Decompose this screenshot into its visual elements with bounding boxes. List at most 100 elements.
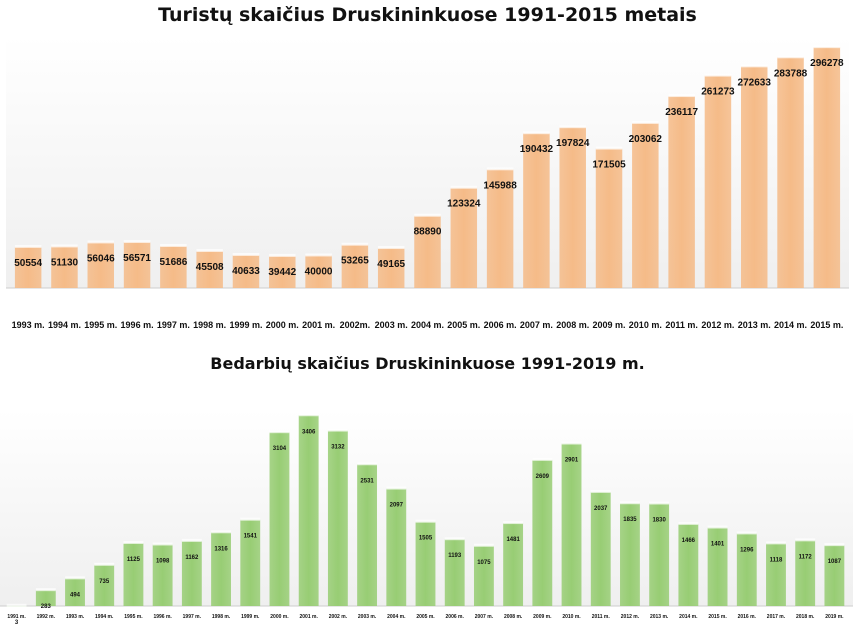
data-label: 51686 — [159, 257, 187, 268]
bar-top-highlight — [620, 501, 640, 505]
bar-2017 — [766, 543, 786, 606]
data-label: 39442 — [268, 267, 296, 278]
bar-2010 — [561, 443, 582, 606]
x-tick-label: 2017 m. — [767, 614, 786, 620]
x-tick-label: 2007 m. — [520, 320, 553, 330]
x-tick-label: 2003 m. — [358, 614, 377, 620]
x-tick-label: 2005 m. — [447, 320, 480, 330]
data-label: 494 — [70, 592, 81, 598]
x-tick-label: 2006 m. — [446, 614, 465, 620]
bar-top-highlight — [123, 240, 151, 244]
x-tick-label: 2014 m. — [679, 614, 698, 620]
x-tick-label: 1993 m. — [12, 320, 45, 330]
data-label: 296278 — [810, 58, 844, 69]
data-label: 261273 — [701, 87, 735, 98]
x-tick-label: 2010 m. — [562, 614, 581, 620]
x-tick-label: 2004 m. — [387, 614, 406, 620]
bar-2013 — [740, 66, 768, 288]
data-label: 272633 — [738, 77, 772, 88]
x-tick-label: 2002 m. — [329, 614, 348, 620]
data-label: 40633 — [232, 266, 260, 277]
x-tick-label: 2002m. — [340, 320, 371, 330]
data-label: 1162 — [185, 555, 199, 561]
x-tick-label: 2019 m. — [825, 614, 844, 620]
bar-2010 — [632, 122, 659, 289]
bar-top-highlight — [87, 240, 115, 244]
bar-top-highlight — [94, 562, 115, 566]
bar-top-highlight — [414, 213, 441, 217]
x-tick-label: 1997 m. — [183, 614, 202, 620]
bar-1996 — [123, 242, 151, 288]
x-tick-label: 2015 m. — [810, 320, 843, 330]
x-tick-label: 2011 m. — [665, 320, 698, 330]
data-label: 1296 — [740, 547, 754, 553]
data-label: 1401 — [711, 542, 725, 548]
bar-top-highlight — [386, 486, 407, 490]
bar-top-highlight — [473, 543, 494, 547]
x-tick-label: 2011 m. — [592, 614, 611, 620]
x-tick-label: 2006 m. — [484, 320, 517, 330]
data-label: 1193 — [448, 553, 462, 559]
bar-2008 — [503, 523, 524, 606]
x-tick-label: 2013 m. — [738, 320, 771, 330]
bar-top-highlight — [341, 242, 369, 246]
bar-2011 — [590, 491, 611, 606]
bar-top-highlight — [824, 543, 845, 547]
bar-top-highlight — [813, 45, 841, 49]
data-label: 2531 — [360, 478, 374, 484]
x-tick-label: 2003 m. — [375, 320, 408, 330]
bar-2002 — [341, 244, 369, 288]
bar-1994 — [51, 246, 78, 288]
bar-2007 — [523, 133, 550, 288]
x-tick-label: 1998 m. — [193, 320, 226, 330]
bar-top-highlight — [486, 167, 514, 171]
bar-2019 — [824, 545, 845, 606]
bar-2007 — [473, 545, 494, 606]
bar-top-highlight — [240, 517, 261, 521]
bar-top-highlight — [595, 146, 623, 150]
data-label: 1075 — [477, 560, 491, 566]
x-tick-label: 2018 m. — [796, 614, 815, 620]
bar-1998 — [196, 251, 223, 288]
bar-top-highlight — [523, 131, 550, 135]
x-tick-label: 2016 m. — [738, 614, 757, 620]
x-tick-label: 2000 m. — [270, 614, 289, 620]
bar-top-highlight — [532, 457, 553, 461]
data-label: 3 — [15, 620, 19, 625]
x-tick-label: 1994 m. — [48, 320, 81, 330]
data-label: 53265 — [341, 256, 369, 267]
x-tick-label: 2007 m. — [475, 614, 494, 620]
bar-top-highlight — [357, 462, 378, 466]
bar-1993 — [14, 246, 42, 288]
bar-top-highlight — [6, 603, 27, 607]
x-tick-label: 1999 m. — [229, 320, 262, 330]
x-tick-label: 1995 m. — [84, 320, 117, 330]
x-tick-label: 2014 m. — [774, 320, 807, 330]
bar-top-highlight — [415, 519, 436, 523]
x-tick-label: 1994 m. — [95, 614, 114, 620]
data-label: 50554 — [14, 258, 42, 269]
bar-top-highlight — [740, 64, 768, 68]
x-tick-label: 2008 m. — [504, 614, 523, 620]
x-tick-label: 2001 m. — [299, 614, 318, 620]
data-label: 197824 — [556, 138, 590, 149]
x-tick-label: 1993 m. — [66, 614, 85, 620]
bar-top-highlight — [704, 73, 732, 77]
bar-2001 — [298, 415, 319, 606]
bar-2008 — [559, 127, 586, 288]
bar-2001 — [305, 255, 332, 288]
bar-2003 — [377, 248, 405, 288]
data-label: 283788 — [774, 68, 808, 79]
data-label: 51130 — [51, 257, 79, 268]
data-label: 145988 — [483, 180, 517, 191]
data-label: 1316 — [214, 546, 228, 552]
data-label: 283 — [41, 604, 52, 610]
data-label: 735 — [99, 579, 110, 585]
bar-top-highlight — [450, 185, 478, 189]
bar-top-highlight — [444, 537, 465, 541]
data-label: 1830 — [652, 518, 666, 524]
data-label: 236117 — [665, 107, 698, 118]
data-label: 203062 — [629, 134, 663, 145]
x-tick-label: 2008 m. — [556, 320, 589, 330]
bar-top-highlight — [503, 521, 524, 525]
